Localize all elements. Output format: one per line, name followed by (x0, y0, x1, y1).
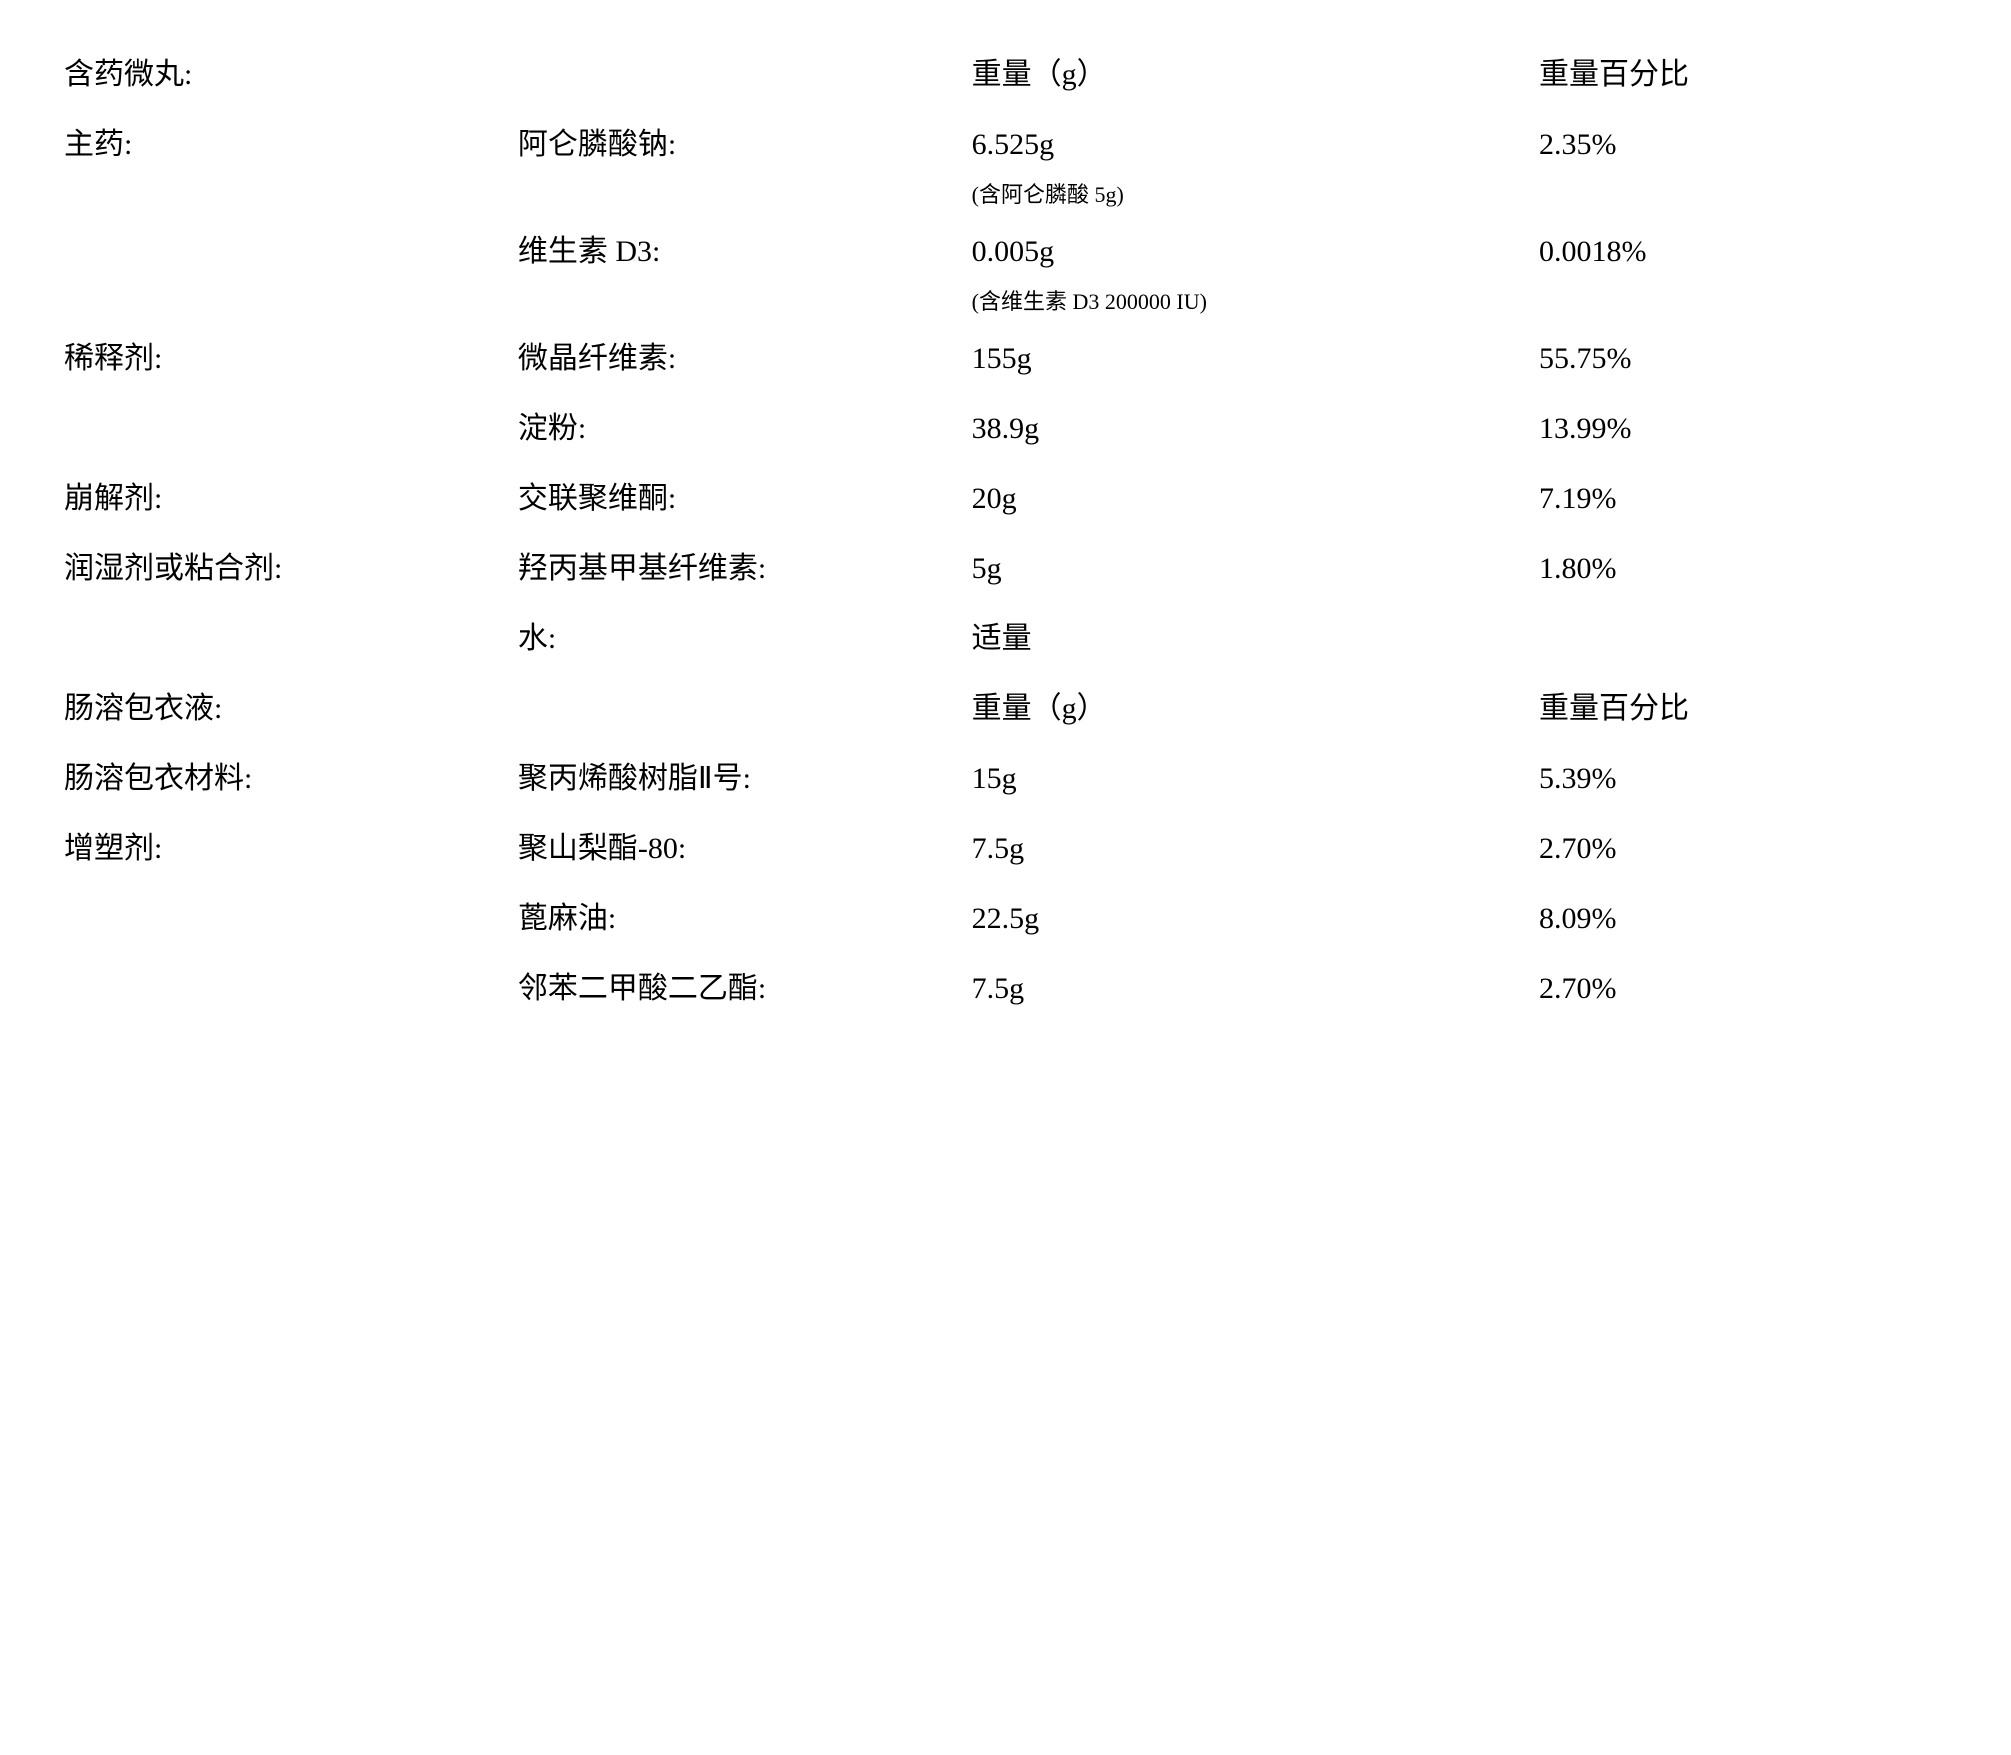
cell-6-c3: 38.9g (968, 394, 1535, 464)
cell-13-c1 (60, 884, 514, 954)
cell-6-c1 (60, 394, 514, 464)
cell-5-c3: 155g (968, 324, 1535, 394)
cell-13-c2: 蓖麻油: (514, 884, 968, 954)
cell-6-c2: 淀粉: (514, 394, 968, 464)
cell-14-c1 (60, 954, 514, 1024)
cell-13-c3: 22.5g (968, 884, 1535, 954)
cell-13-c4: 8.09% (1535, 884, 1951, 954)
cell-14-c4: 2.70% (1535, 954, 1951, 1024)
cell-1-c4: 2.35% (1535, 110, 1951, 180)
cell-12-c1: 增塑剂: (60, 814, 514, 884)
cell-14-c2: 邻苯二甲酸二乙酯: (514, 954, 968, 1024)
cell-9-c2: 水: (514, 604, 968, 674)
cell-4-c1 (60, 287, 514, 324)
cell-9-c1 (60, 604, 514, 674)
cell-11-c4: 5.39% (1535, 744, 1951, 814)
cell-0-c3: 重量（g） (968, 40, 1535, 110)
cell-2-c2 (514, 180, 968, 217)
ingredients-table: 含药微丸:重量（g）重量百分比主药:阿仑膦酸钠:6.525g2.35%(含阿仑膦… (60, 40, 1951, 1024)
cell-0-c4: 重量百分比 (1535, 40, 1951, 110)
cell-7-c2: 交联聚维酮: (514, 464, 968, 534)
cell-3-c3: 0.005g (968, 217, 1535, 287)
cell-8-c4: 1.80% (1535, 534, 1951, 604)
cell-7-c4: 7.19% (1535, 464, 1951, 534)
cell-12-c2: 聚山梨酯-80: (514, 814, 968, 884)
cell-5-c4: 55.75% (1535, 324, 1951, 394)
cell-4-c2 (514, 287, 968, 324)
cell-11-c2: 聚丙烯酸树脂Ⅱ号: (514, 744, 968, 814)
cell-11-c1: 肠溶包衣材料: (60, 744, 514, 814)
cell-7-c1: 崩解剂: (60, 464, 514, 534)
cell-3-c1 (60, 217, 514, 287)
cell-2-c3: (含阿仑膦酸 5g) (968, 180, 1535, 217)
cell-5-c1: 稀释剂: (60, 324, 514, 394)
cell-2-c4 (1535, 180, 1951, 217)
cell-2-c1 (60, 180, 514, 217)
cell-14-c3: 7.5g (968, 954, 1535, 1024)
cell-10-c4: 重量百分比 (1535, 674, 1951, 744)
cell-12-c3: 7.5g (968, 814, 1535, 884)
cell-10-c1: 肠溶包衣液: (60, 674, 514, 744)
cell-3-c4: 0.0018% (1535, 217, 1951, 287)
cell-6-c4: 13.99% (1535, 394, 1951, 464)
cell-3-c2: 维生素 D3: (514, 217, 968, 287)
cell-12-c4: 2.70% (1535, 814, 1951, 884)
cell-8-c1: 润湿剂或粘合剂: (60, 534, 514, 604)
cell-10-c3: 重量（g） (968, 674, 1535, 744)
cell-8-c2: 羟丙基甲基纤维素: (514, 534, 968, 604)
cell-1-c1: 主药: (60, 110, 514, 180)
cell-9-c3: 适量 (968, 604, 1535, 674)
cell-1-c2: 阿仑膦酸钠: (514, 110, 968, 180)
cell-4-c3: (含维生素 D3 200000 IU) (968, 287, 1535, 324)
cell-4-c4 (1535, 287, 1951, 324)
cell-0-c2 (514, 40, 968, 110)
cell-8-c3: 5g (968, 534, 1535, 604)
cell-10-c2 (514, 674, 968, 744)
cell-0-c1: 含药微丸: (60, 40, 514, 110)
cell-9-c4 (1535, 604, 1951, 674)
cell-5-c2: 微晶纤维素: (514, 324, 968, 394)
cell-11-c3: 15g (968, 744, 1535, 814)
cell-7-c3: 20g (968, 464, 1535, 534)
cell-1-c3: 6.525g (968, 110, 1535, 180)
